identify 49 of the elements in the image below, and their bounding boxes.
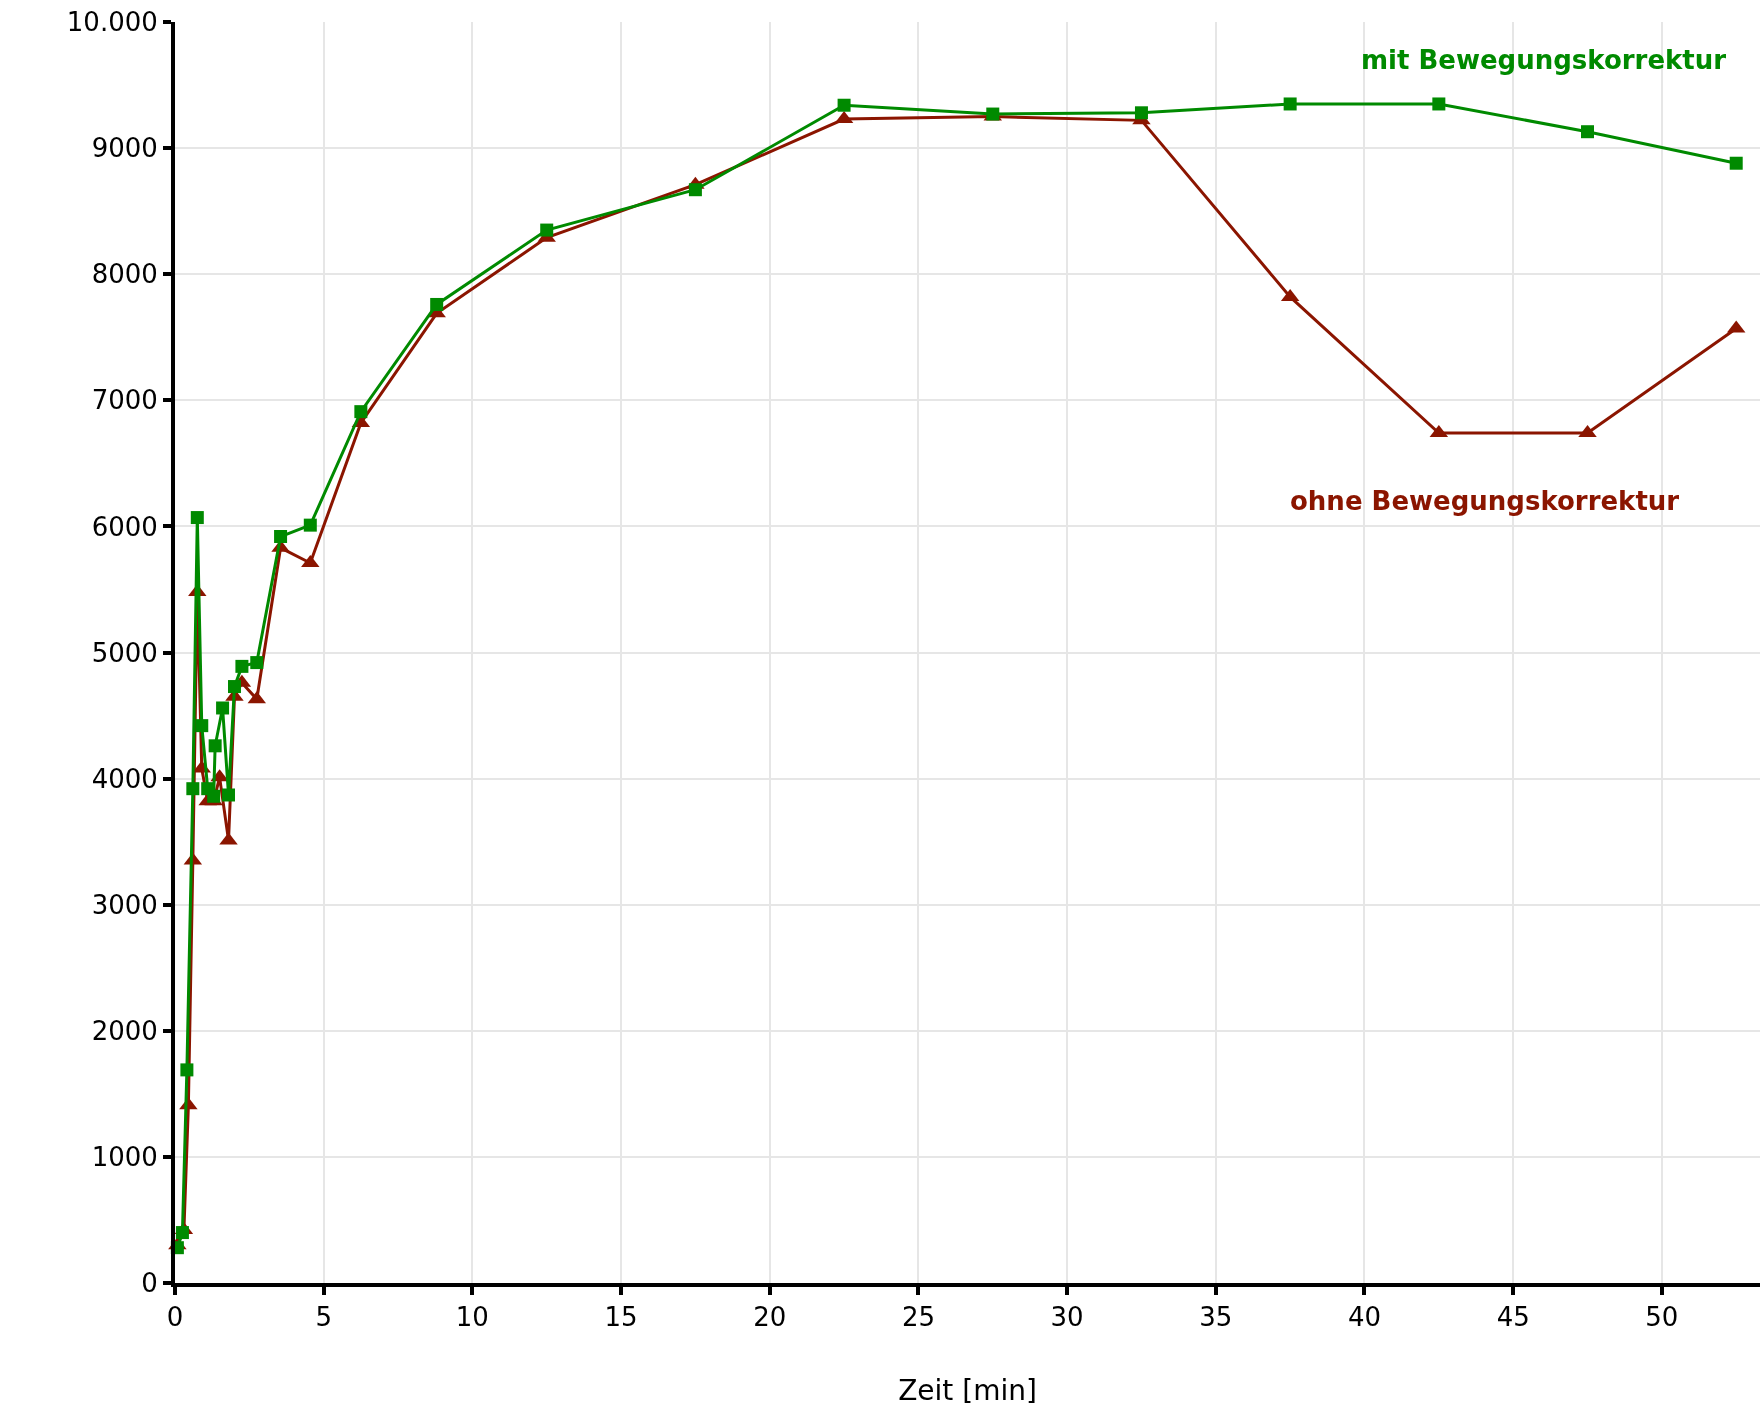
- point: [837, 98, 851, 112]
- point: [250, 656, 264, 670]
- y-tick-label: 9000: [91, 133, 158, 164]
- point: [1432, 97, 1446, 111]
- y-tick-label: 2000: [91, 1015, 158, 1046]
- x-tick-label: 30: [1050, 1302, 1084, 1333]
- point: [354, 405, 368, 419]
- series-label: mit Bewegungskorrektur: [1361, 45, 1727, 75]
- point: [208, 739, 222, 753]
- y-tick-label: 10.000: [66, 7, 158, 38]
- point: [303, 518, 317, 532]
- x-tick-label: 20: [753, 1302, 787, 1333]
- point: [430, 297, 444, 311]
- x-tick-label: 35: [1199, 1302, 1233, 1333]
- point: [1581, 125, 1595, 139]
- x-axis-title: Zeit [min]: [898, 1373, 1037, 1407]
- point: [235, 659, 249, 673]
- x-tick-label: 0: [166, 1302, 184, 1333]
- y-tick-label: 8000: [91, 259, 158, 290]
- text: ohne Bewegungskorrektur: [1290, 486, 1680, 516]
- y-tick-label: 1000: [91, 1142, 158, 1172]
- y-tick-label: 4000: [91, 763, 158, 794]
- point: [190, 511, 204, 525]
- point: [540, 223, 554, 237]
- point: [227, 680, 241, 694]
- x-tick-label: 25: [901, 1302, 935, 1333]
- x-tick-label: 5: [315, 1302, 332, 1333]
- y-tick-label: 7000: [91, 385, 158, 416]
- point: [1729, 156, 1743, 170]
- y-tick-label: 0: [141, 1268, 158, 1299]
- point: [1134, 106, 1148, 120]
- x-tick-label: 15: [604, 1302, 638, 1333]
- x-tick-label: 50: [1645, 1302, 1679, 1333]
- x-tick-label: 45: [1496, 1302, 1530, 1333]
- point: [688, 183, 702, 197]
- point: [180, 1063, 194, 1077]
- point: [195, 719, 209, 733]
- point: [216, 701, 230, 715]
- x-tick-label: 10: [455, 1302, 489, 1333]
- y-tick-label: 5000: [91, 637, 158, 668]
- point: [222, 788, 236, 802]
- point: [207, 789, 221, 803]
- x-tick-label: 40: [1347, 1302, 1382, 1333]
- y-tick-label: 3000: [91, 889, 158, 920]
- point: [1283, 97, 1297, 111]
- point: [274, 529, 288, 543]
- point: [186, 782, 200, 796]
- point: [175, 1226, 189, 1240]
- y-tick-label: 6000: [91, 511, 158, 542]
